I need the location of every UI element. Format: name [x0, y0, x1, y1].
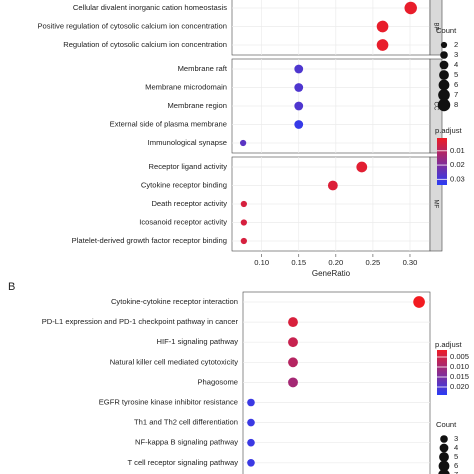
legend-size-label: 8 [454, 100, 458, 109]
category-label: T cell receptor signaling pathway [128, 458, 239, 467]
category-label: Cellular divalent inorganic cation homeo… [73, 3, 227, 12]
x-tick-label: 0.15 [291, 258, 306, 267]
colorbar-label: 0.015 [450, 372, 469, 381]
legend-size-label: 6 [454, 461, 458, 470]
legend-size-dot [438, 460, 450, 472]
dot [288, 377, 298, 388]
legend-size-label: 3 [454, 434, 458, 443]
category-label: Th1 and Th2 cell differentiation [134, 418, 238, 427]
legend-title: p.adjust [435, 340, 462, 349]
dot [376, 39, 389, 51]
dot [356, 161, 368, 173]
category-label: PD-L1 expression and PD-1 checkpoint pat… [42, 317, 239, 326]
legend-size-dot [440, 435, 448, 443]
x-axis-title: GeneRatio [312, 269, 351, 278]
legend-size-dot [440, 51, 448, 59]
colorbar-label: 0.03 [450, 174, 465, 183]
category-label: Cytokine-cytokine receptor interaction [111, 297, 238, 306]
dot [327, 180, 338, 191]
category-label: Membrane microdomain [145, 83, 227, 92]
dot [376, 20, 389, 33]
x-tick-label: 0.10 [254, 258, 269, 267]
legend-size-label: 7 [454, 470, 458, 474]
dot [294, 101, 304, 111]
panel-label: B [8, 281, 15, 293]
facet-strip [429, 0, 443, 56]
category-label: EGFR tyrosine kinase inhibitor resistanc… [99, 398, 238, 407]
legend-size-label: 4 [454, 443, 458, 452]
dot [288, 337, 298, 348]
legend-size-dot [438, 469, 450, 474]
category-label: Positive regulation of cytosolic calcium… [37, 22, 227, 31]
category-label: Receptor ligand activity [148, 162, 227, 171]
category-label: Membrane raft [178, 64, 228, 73]
dot [404, 1, 417, 15]
dot [240, 219, 247, 226]
category-label: Membrane region [167, 101, 227, 110]
legend-size-label: 3 [454, 50, 458, 59]
legend-size-dot [439, 443, 449, 453]
legend-size-dot [437, 98, 451, 112]
legend-title: Count [436, 26, 457, 35]
dot [288, 357, 298, 368]
category-label: NF-kappa B signaling pathway [135, 438, 238, 447]
dot [247, 458, 255, 467]
colorbar-label: 0.020 [450, 382, 469, 391]
legend-size-dot [439, 70, 449, 80]
dot [240, 237, 247, 245]
x-tick-label: 0.30 [403, 258, 418, 267]
category-label: Immunological synapse [148, 138, 227, 147]
legend-size-label: 5 [454, 452, 458, 461]
legend-size-label: 4 [454, 60, 458, 69]
colorbar-label: 0.005 [450, 352, 469, 361]
colorbar [437, 138, 447, 185]
dot [413, 296, 425, 308]
category-label: Cytokine receptor binding [141, 181, 227, 190]
dot [294, 64, 304, 74]
dot [247, 398, 255, 407]
legend-size-dot [438, 79, 450, 91]
legend-size-dot [438, 89, 450, 101]
colorbar-label: 0.02 [450, 160, 465, 169]
legend-size-label: 7 [454, 90, 458, 99]
dot [240, 139, 247, 147]
category-label: Phagosome [197, 377, 238, 386]
legend-size-dot [440, 41, 448, 49]
dot [247, 418, 255, 427]
category-label: Regulation of cytosolic calcium ion conc… [63, 40, 227, 49]
category-label: Icosanoid receptor activity [139, 218, 227, 227]
dot [240, 200, 247, 208]
legend-title: Count [436, 420, 457, 429]
dot [288, 317, 298, 328]
legend-title: p.adjust [435, 126, 462, 135]
facet-label: BP [432, 22, 438, 30]
category-label: Death receptor activity [151, 199, 227, 208]
category-label: Natural killer cell mediated cytotoxicit… [110, 357, 238, 366]
legend-size-label: 6 [454, 80, 458, 89]
facet-label: MF [432, 200, 438, 209]
panel [231, 0, 431, 56]
colorbar [437, 350, 447, 395]
dot [294, 120, 304, 129]
dot [247, 438, 255, 447]
legend-size-label: 5 [454, 70, 458, 79]
legend-size-dot [439, 60, 449, 70]
legend-size-label: 2 [454, 40, 458, 49]
dot [294, 83, 304, 92]
colorbar-label: 0.01 [450, 146, 465, 155]
panel [242, 291, 431, 474]
colorbar-label: 0.010 [450, 362, 469, 371]
x-tick-label: 0.25 [366, 258, 381, 267]
category-label: External side of plasma membrane [110, 120, 227, 129]
category-label: HIF-1 signaling pathway [157, 337, 239, 346]
legend-size-dot [439, 452, 449, 462]
x-tick-label: 0.20 [328, 258, 343, 267]
facet-label: CC [432, 102, 438, 111]
category-label: Platelet-derived growth factor receptor … [72, 236, 227, 245]
